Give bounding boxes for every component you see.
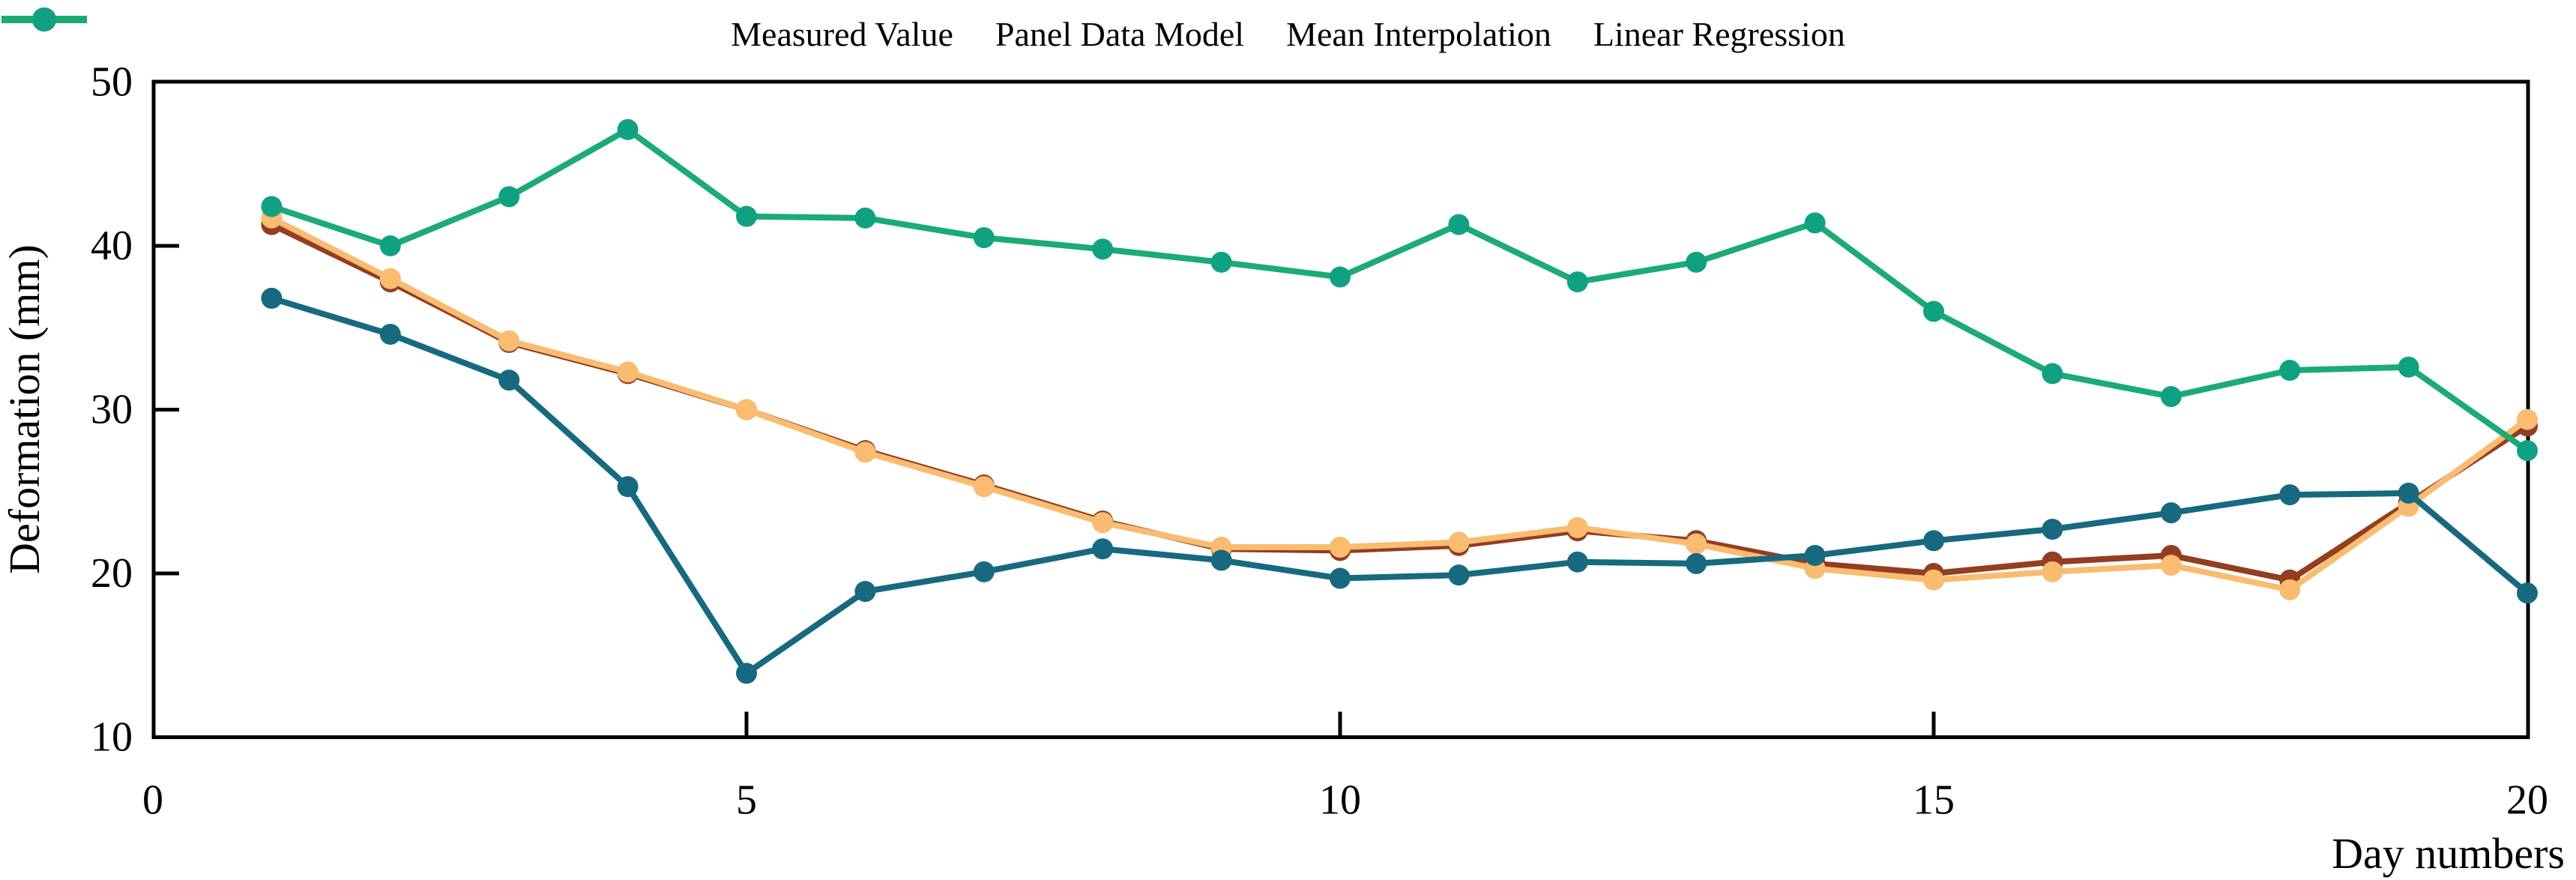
data-point-marker <box>2517 409 2538 430</box>
legend-item-measured-value: Measured Value <box>1 7 953 53</box>
data-point-marker <box>2042 363 2063 385</box>
data-point-marker <box>1330 266 1351 288</box>
series-line <box>270 221 2530 583</box>
x-tick-label: 20 <box>2506 777 2548 824</box>
data-point-marker <box>261 196 283 217</box>
x-tick-label: 10 <box>1319 777 1361 824</box>
plot-frame <box>151 79 2530 739</box>
x-tick-label: 5 <box>736 777 757 824</box>
data-point-marker <box>1330 567 1351 589</box>
data-point-marker <box>736 663 757 684</box>
y-tick-label: 30 <box>91 387 133 433</box>
data-point-marker <box>854 207 876 229</box>
data-point-marker <box>379 323 401 345</box>
x-tick-label: 0 <box>142 777 163 824</box>
data-point-marker <box>617 118 639 140</box>
data-point-marker <box>1092 512 1114 534</box>
plot-series <box>261 118 2538 684</box>
data-point-marker <box>1923 569 1944 591</box>
data-point-marker <box>1210 549 1232 571</box>
data-point-marker <box>498 330 520 352</box>
y-tick-label: 50 <box>91 59 133 106</box>
data-point-marker <box>1448 531 1470 553</box>
data-point-marker <box>2042 519 2063 540</box>
data-point-marker <box>379 235 401 256</box>
data-point-marker <box>2279 579 2301 600</box>
data-point-marker <box>2279 360 2301 382</box>
data-point-marker <box>1804 544 1826 566</box>
data-point-marker <box>1804 212 1826 234</box>
data-point-marker <box>617 361 639 383</box>
data-point-marker <box>1566 551 1588 573</box>
data-point-marker <box>2279 484 2301 506</box>
series-line <box>271 295 2530 677</box>
data-point-marker <box>1092 538 1114 560</box>
series-line <box>270 215 2530 593</box>
legend-label: Mean Interpolation <box>1286 15 1551 53</box>
data-point-marker <box>1448 564 1470 586</box>
data-point-marker <box>2160 502 2182 524</box>
data-point-marker <box>1923 301 1944 322</box>
legend-label: Panel Data Model <box>995 15 1245 53</box>
legend-item-linear-regression: Linear Regression <box>1 7 1845 53</box>
y-tick-label: 10 <box>91 714 133 761</box>
data-point-marker <box>1210 251 1232 273</box>
legend-item-mean-interpolation: Mean Interpolation <box>1 7 1551 53</box>
data-point-marker <box>736 399 757 421</box>
data-point-marker <box>498 370 520 391</box>
x-axis-title: Day numbers <box>2332 829 2565 878</box>
series-line <box>271 126 2530 453</box>
data-point-marker <box>2160 386 2182 408</box>
data-point-marker <box>1686 552 1707 574</box>
data-point-marker <box>2160 555 2182 576</box>
data-point-marker <box>854 441 876 463</box>
y-tick-label: 40 <box>91 223 133 269</box>
data-point-marker <box>1686 251 1707 273</box>
legend-marker-icon <box>1 7 87 31</box>
data-point-marker <box>1566 516 1588 538</box>
legend-label: Measured Value <box>731 15 953 53</box>
data-point-marker <box>1330 537 1351 558</box>
data-point-marker <box>2398 356 2419 378</box>
legend: Measured Value Panel Data Model Mean Inter… <box>0 4 2576 64</box>
legend-item-panel-data-model: Panel Data Model <box>1 7 1245 53</box>
data-point-marker <box>1566 271 1588 293</box>
y-tick-label: 20 <box>91 550 133 597</box>
data-point-marker <box>2517 582 2538 604</box>
data-point-marker <box>2398 482 2419 504</box>
legend-label: Linear Regression <box>1593 15 1845 53</box>
data-point-marker <box>973 227 995 249</box>
data-point-marker <box>2042 561 2063 582</box>
data-point-marker <box>379 268 401 289</box>
data-point-marker <box>1686 533 1707 555</box>
data-point-marker <box>498 186 520 208</box>
data-point-marker <box>973 476 995 498</box>
data-point-marker <box>973 561 995 582</box>
data-point-marker <box>1092 238 1114 260</box>
data-point-marker <box>261 287 283 309</box>
data-point-marker <box>2517 440 2538 462</box>
data-point-marker <box>1448 214 1470 235</box>
data-point-marker <box>617 476 639 498</box>
data-point-marker <box>1923 530 1944 552</box>
x-tick-label: 15 <box>1913 777 1955 824</box>
data-point-marker <box>854 581 876 603</box>
plot-text: Day numbers Deformation (mm) 10 20 30 40 50 0… <box>0 59 2565 879</box>
data-point-marker <box>736 205 757 227</box>
plot-border <box>151 79 2530 739</box>
y-axis-title: Deformation (mm) <box>0 244 49 574</box>
